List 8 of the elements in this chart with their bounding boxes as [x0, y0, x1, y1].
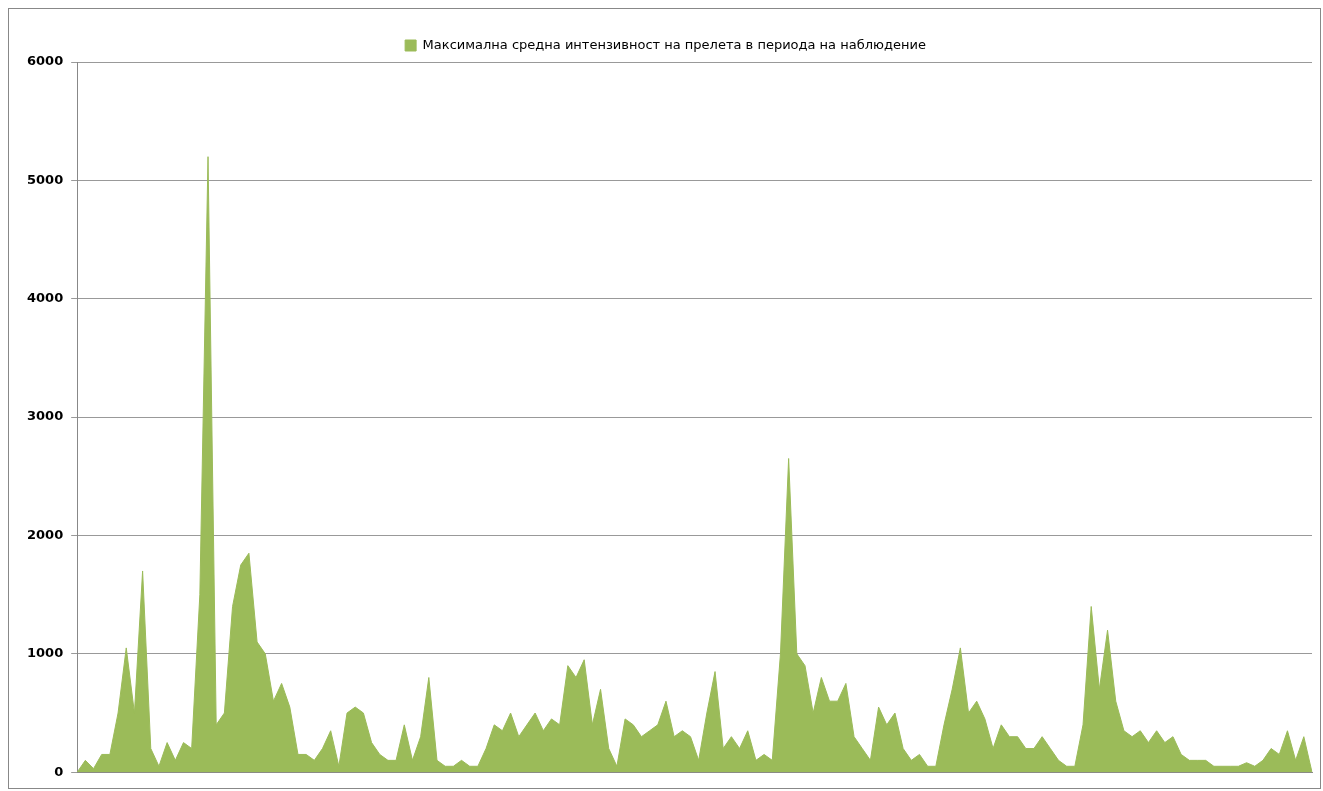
y-tick-label: 3000	[26, 408, 64, 424]
y-tick-label: 0	[54, 763, 64, 779]
y-tick-label: 4000	[26, 290, 64, 306]
y-tick-label: 2000	[26, 526, 64, 542]
y-tick-label: 5000	[26, 171, 64, 187]
legend-label: Максимална средна интензивност на прелета в периода на наблюдение	[422, 36, 926, 52]
y-tick-label: 1000	[26, 645, 64, 661]
y-tick-label: 6000	[26, 53, 64, 69]
